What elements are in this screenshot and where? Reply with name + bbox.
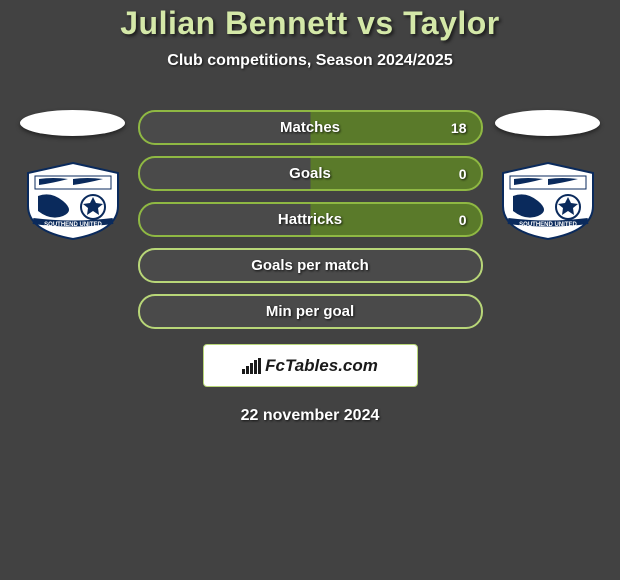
comparison-area: SOUTHEND UNITED Matches18Goals0Hattricks…: [0, 110, 620, 329]
brand-box[interactable]: FcTables.com: [203, 344, 418, 387]
club-crest-right: SOUTHEND UNITED: [498, 161, 598, 241]
brand-label: FcTables.com: [265, 356, 378, 376]
stat-row-goals-per-match: Goals per match: [138, 248, 483, 283]
stat-label: Goals: [289, 165, 331, 182]
stat-label: Hattricks: [278, 211, 342, 228]
stat-value: 0: [459, 166, 467, 182]
bar-chart-icon: [242, 358, 261, 374]
stat-row-matches: Matches 18: [138, 110, 483, 145]
page-title: Julian Bennett vs Taylor: [0, 5, 620, 42]
stat-label: Min per goal: [266, 303, 354, 320]
date-label: 22 november 2024: [0, 407, 620, 425]
stat-row-goals: Goals 0: [138, 156, 483, 191]
left-player-col: SOUTHEND UNITED: [18, 110, 128, 241]
crest-text-right: SOUTHEND UNITED: [519, 222, 577, 228]
subtitle: Club competitions, Season 2024/2025: [0, 52, 620, 70]
player-marker-left: [20, 110, 125, 136]
club-crest-left: SOUTHEND UNITED: [23, 161, 123, 241]
stat-label: Goals per match: [251, 257, 369, 274]
crest-text-left: SOUTHEND UNITED: [44, 222, 102, 228]
stat-label: Matches: [280, 119, 340, 136]
stat-value: 18: [451, 120, 467, 136]
player-marker-right: [495, 110, 600, 136]
stats-column: Matches 18 Goals 0 Hattricks 0 Goals per match…: [138, 110, 483, 329]
stat-row-min-per-goal: Min per goal: [138, 294, 483, 329]
stat-row-hattricks: Hattricks 0: [138, 202, 483, 237]
stat-value: 0: [459, 212, 467, 228]
right-player-col: SOUTHEND UNITED: [493, 110, 603, 241]
